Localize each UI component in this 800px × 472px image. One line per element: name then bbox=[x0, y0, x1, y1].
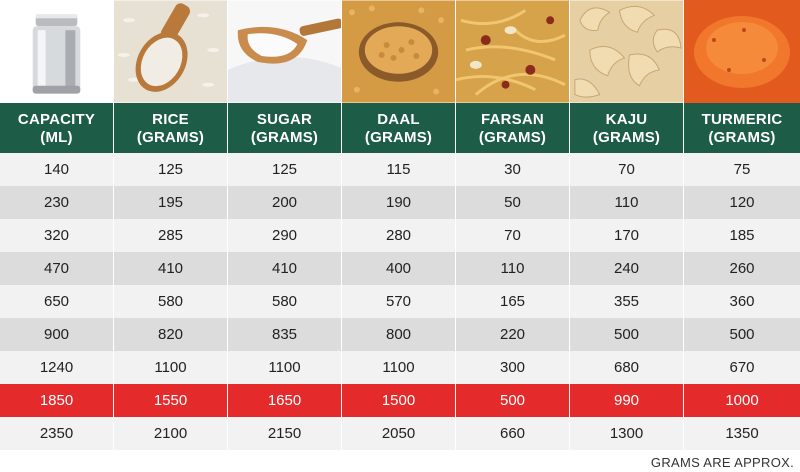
table-cell: 1100 bbox=[114, 351, 228, 384]
table-row: 2350 2100 2150 2050 660 1300 1350 bbox=[0, 417, 800, 450]
table-cell: 70 bbox=[570, 153, 684, 186]
table-cell: 200 bbox=[228, 186, 342, 219]
table-row: 320 285 290 280 70 170 185 bbox=[0, 219, 800, 252]
table-cell: 50 bbox=[456, 186, 570, 219]
table-cell: 230 bbox=[0, 186, 114, 219]
table-row: 470 410 410 400 110 240 260 bbox=[0, 252, 800, 285]
rice-image bbox=[114, 0, 228, 103]
table-cell: 115 bbox=[342, 153, 456, 186]
table-row: 650 580 580 570 165 355 360 bbox=[0, 285, 800, 318]
table-row: 230 195 200 190 50 110 120 bbox=[0, 186, 800, 219]
table-cell: 660 bbox=[456, 417, 570, 450]
table-cell: 1000 bbox=[725, 392, 759, 409]
turmeric-image bbox=[684, 0, 800, 103]
table-cell: 125 bbox=[228, 153, 342, 186]
table-cell: 1300 bbox=[570, 417, 684, 450]
table-cell: 670 bbox=[729, 359, 755, 376]
table-cell: 110 bbox=[456, 252, 570, 285]
table-cell: 165 bbox=[456, 285, 570, 318]
table-cell: 500 bbox=[729, 326, 755, 343]
footnote: GRAMS ARE APPROX. bbox=[650, 455, 794, 470]
table-cell: 110 bbox=[570, 186, 684, 219]
table-cell: 170 bbox=[570, 219, 684, 252]
table-cell: 410 bbox=[228, 252, 342, 285]
table-body: 140 125 125 115 30 70 75 230 195 200 190… bbox=[0, 153, 800, 450]
header-capacity: CAPACITY (ML) bbox=[0, 103, 114, 153]
table-cell: 1850 bbox=[0, 384, 114, 417]
table-cell: 2100 bbox=[114, 417, 228, 450]
table-cell: 580 bbox=[114, 285, 228, 318]
table-cell: 835 bbox=[228, 318, 342, 351]
table-cell: 800 bbox=[342, 318, 456, 351]
header-kaju: KAJU (GRAMS) bbox=[570, 103, 684, 153]
header-turmeric: TURMERIC (GRAMS) bbox=[701, 111, 783, 146]
table-cell: 570 bbox=[342, 285, 456, 318]
table-cell: 360 bbox=[729, 293, 755, 310]
table-cell: 260 bbox=[729, 260, 755, 277]
table-cell: 70 bbox=[456, 219, 570, 252]
table-cell: 300 bbox=[456, 351, 570, 384]
daal-image bbox=[342, 0, 456, 103]
table-row-highlighted: 1850 1550 1650 1500 500 990 1000 bbox=[0, 384, 800, 417]
table-cell: 185 bbox=[729, 227, 755, 244]
table-cell: 400 bbox=[342, 252, 456, 285]
image-strip bbox=[0, 0, 800, 103]
table-cell: 1650 bbox=[228, 384, 342, 417]
table-cell: 1350 bbox=[725, 425, 759, 442]
table-cell: 1100 bbox=[342, 351, 456, 384]
table-cell: 220 bbox=[456, 318, 570, 351]
header-daal: DAAL (GRAMS) bbox=[342, 103, 456, 153]
table-cell: 820 bbox=[114, 318, 228, 351]
table-cell: 280 bbox=[342, 219, 456, 252]
steel-jar-image bbox=[0, 0, 114, 103]
table-cell: 680 bbox=[570, 351, 684, 384]
kaju-image bbox=[570, 0, 684, 103]
table-row: 900 820 835 800 220 500 500 bbox=[0, 318, 800, 351]
table-cell: 2050 bbox=[342, 417, 456, 450]
table-cell: 1500 bbox=[342, 384, 456, 417]
header-sugar: SUGAR (GRAMS) bbox=[228, 103, 342, 153]
table-cell: 990 bbox=[570, 384, 684, 417]
table-cell: 1100 bbox=[228, 351, 342, 384]
table-cell: 650 bbox=[0, 285, 114, 318]
table-cell: 2350 bbox=[0, 417, 114, 450]
table-cell: 900 bbox=[0, 318, 114, 351]
header-farsan: FARSAN (GRAMS) bbox=[456, 103, 570, 153]
table-cell: 500 bbox=[570, 318, 684, 351]
table-cell: 285 bbox=[114, 219, 228, 252]
table-cell: 410 bbox=[114, 252, 228, 285]
table-cell: 195 bbox=[114, 186, 228, 219]
table-cell: 120 bbox=[729, 194, 755, 211]
table-cell: 240 bbox=[570, 252, 684, 285]
table-cell: 290 bbox=[228, 219, 342, 252]
farsan-image bbox=[456, 0, 570, 103]
table-cell: 140 bbox=[0, 153, 114, 186]
table-cell: 500 bbox=[456, 384, 570, 417]
table-cell: 320 bbox=[0, 219, 114, 252]
table-cell: 1550 bbox=[114, 384, 228, 417]
table-cell: 30 bbox=[456, 153, 570, 186]
table-header: CAPACITY (ML) RICE (GRAMS) SUGAR (GRAMS) DA… bbox=[0, 103, 800, 153]
header-rice: RICE (GRAMS) bbox=[114, 103, 228, 153]
table-cell: 2150 bbox=[228, 417, 342, 450]
table-cell: 580 bbox=[228, 285, 342, 318]
sugar-image bbox=[228, 0, 342, 103]
table-cell: 125 bbox=[114, 153, 228, 186]
table-cell: 75 bbox=[733, 161, 751, 178]
table-cell: 190 bbox=[342, 186, 456, 219]
table-cell: 470 bbox=[0, 252, 114, 285]
table-row: 1240 1100 1100 1100 300 680 670 bbox=[0, 351, 800, 384]
table-row: 140 125 125 115 30 70 75 bbox=[0, 153, 800, 186]
table-cell: 1240 bbox=[0, 351, 114, 384]
table-cell: 355 bbox=[570, 285, 684, 318]
